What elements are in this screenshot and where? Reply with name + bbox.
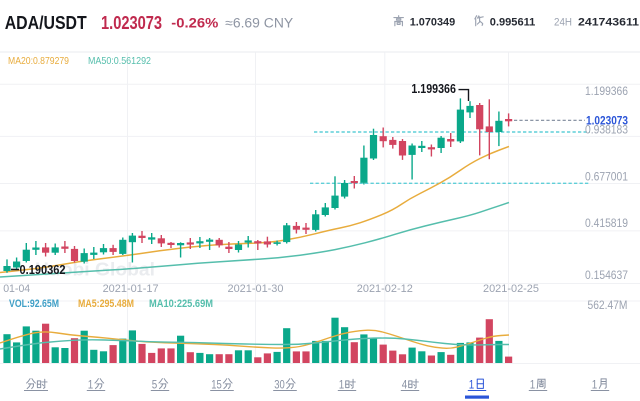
svg-text:1: 1 — [469, 378, 475, 392]
svg-text:1.199366: 1.199366 — [585, 86, 628, 98]
svg-text:1.199366: 1.199366 — [411, 82, 456, 96]
svg-text:ADA/USDT: ADA/USDT — [5, 13, 87, 33]
svg-text:0.677001: 0.677001 — [585, 171, 628, 183]
svg-text:2021-02-12: 2021-02-12 — [357, 283, 413, 295]
svg-text:4: 4 — [402, 378, 408, 392]
svg-text:1: 1 — [339, 378, 345, 392]
svg-text:1: 1 — [530, 378, 536, 392]
svg-text:1: 1 — [88, 378, 94, 392]
svg-text:MA5:295.48M: MA5:295.48M — [78, 298, 134, 310]
svg-text:2021-02-25: 2021-02-25 — [483, 283, 539, 295]
svg-text:MA10:225.69M: MA10:225.69M — [149, 298, 213, 310]
svg-text:1.070349: 1.070349 — [410, 16, 456, 28]
svg-text:MA20:0.879279: MA20:0.879279 — [8, 55, 69, 67]
svg-text:562.47M: 562.47M — [588, 300, 628, 312]
svg-text:2021-01-17: 2021-01-17 — [103, 283, 159, 295]
svg-text:24H: 24H — [554, 16, 572, 28]
svg-text:2021-01-30: 2021-01-30 — [228, 283, 284, 295]
svg-text:1.023073: 1.023073 — [586, 116, 628, 128]
svg-text:-0.26%: -0.26% — [171, 16, 218, 31]
svg-text:15: 15 — [211, 378, 222, 392]
svg-text:≈6.69 CNY: ≈6.69 CNY — [225, 16, 293, 31]
svg-text:01-04: 01-04 — [3, 283, 30, 295]
svg-text:1: 1 — [592, 378, 598, 392]
svg-text:MA50:0.561292: MA50:0.561292 — [88, 55, 151, 67]
svg-text:0.415819: 0.415819 — [585, 218, 628, 230]
svg-text:VOL:92.65M: VOL:92.65M — [9, 298, 59, 310]
svg-text:5: 5 — [152, 378, 158, 392]
svg-text:0.154637: 0.154637 — [585, 270, 628, 282]
svg-text:1.023073: 1.023073 — [101, 13, 162, 33]
svg-text:0.995611: 0.995611 — [490, 16, 536, 28]
svg-text:241743611: 241743611 — [578, 16, 639, 28]
svg-text:30: 30 — [274, 378, 285, 392]
svg-text:0.190362: 0.190362 — [20, 263, 66, 277]
svg-text:0.938183: 0.938183 — [585, 125, 628, 137]
